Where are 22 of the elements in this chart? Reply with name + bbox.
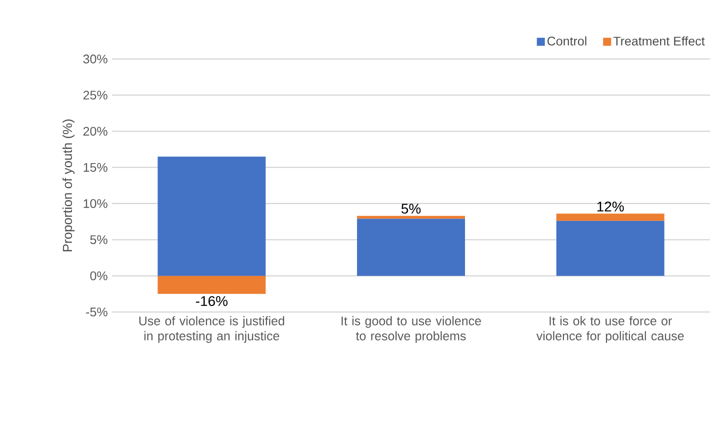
- bar: [158, 156, 266, 276]
- y-axis-title: Proportion of youth (%): [62, 119, 75, 252]
- annotation: 12%: [597, 202, 624, 212]
- y-tick-label: 20%: [83, 126, 108, 136]
- legend-label: Control: [547, 36, 586, 46]
- x-tick-label: It is good to use violence to resolve problems: [342, 316, 481, 343]
- y-tick-label: 10%: [84, 199, 108, 208]
- bar: [158, 276, 266, 294]
- bar: [556, 220, 664, 276]
- y-tick-label: 15%: [84, 163, 108, 172]
- y-tick-label: 30%: [83, 54, 108, 64]
- bar: [357, 218, 466, 276]
- annotation: -16%: [196, 296, 228, 306]
- legend-label: Treatment Effect: [613, 36, 705, 46]
- y-tick-label: 25%: [83, 90, 108, 100]
- annotation: 5%: [401, 204, 421, 214]
- x-tick-label: It is ok to use force or violence for political cause: [536, 316, 684, 343]
- y-tick-label: -5%: [86, 308, 108, 316]
- bar: [556, 214, 664, 221]
- x-tick-label: Use of violence is justified in protesting an injustice: [139, 316, 284, 343]
- y-tick-label: 0%: [90, 271, 108, 280]
- y-tick-label: 5%: [90, 235, 108, 244]
